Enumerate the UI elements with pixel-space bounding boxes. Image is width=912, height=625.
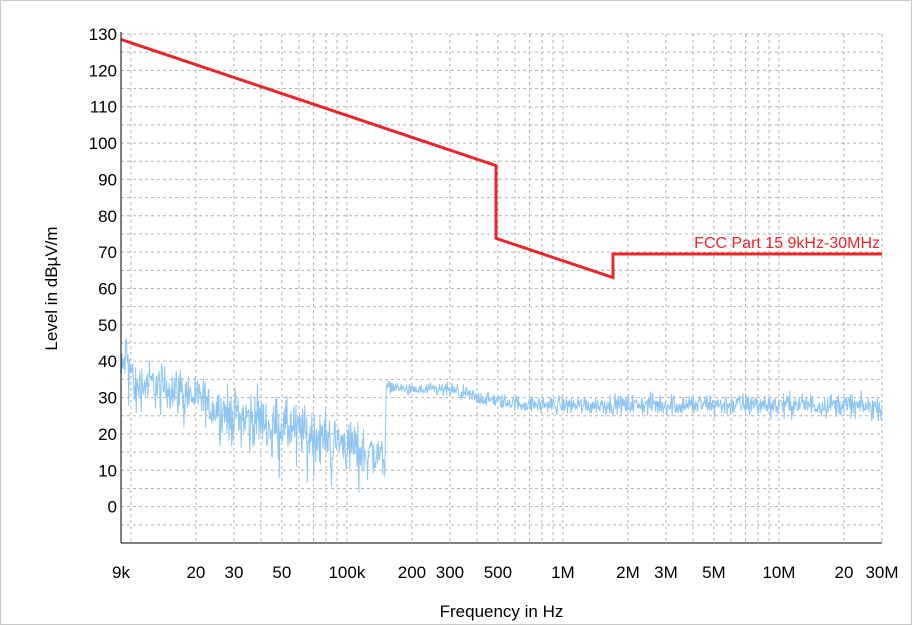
y-tick-label: 50 <box>98 316 117 335</box>
x-axis-title: Frequency in Hz <box>440 602 564 621</box>
x-tick-label: 3M <box>654 563 678 582</box>
y-tick-label: 20 <box>98 425 117 444</box>
x-tick-label: 2M <box>616 563 640 582</box>
measurement-trace <box>120 338 883 494</box>
x-tick-label: 200 <box>398 563 426 582</box>
y-tick-label: 60 <box>98 280 117 299</box>
y-tick-label: 70 <box>98 243 117 262</box>
y-tick-label: 40 <box>98 352 117 371</box>
x-tick-label: 100k <box>328 563 365 582</box>
x-tick-label: 20 <box>835 563 854 582</box>
measurement-series <box>120 338 883 494</box>
y-axis-title: Level in dBµV/m <box>42 226 61 350</box>
x-tick-label: 5M <box>702 563 726 582</box>
y-tick-label: 110 <box>90 98 117 117</box>
x-tick-label: 1M <box>551 563 575 582</box>
x-tick-label: 30 <box>224 563 243 582</box>
y-tick-label: 30 <box>98 389 117 408</box>
y-tick-label: 130 <box>89 25 117 44</box>
limit-line <box>120 38 882 280</box>
limit-series <box>120 38 882 280</box>
y-tick-label: 0 <box>108 498 117 517</box>
grid <box>120 33 883 543</box>
y-tick-label: 90 <box>98 170 117 189</box>
axes <box>120 32 882 544</box>
y-tick-label: 120 <box>89 61 117 80</box>
x-tick-label: 500 <box>484 563 512 582</box>
x-tick-label: 20 <box>186 563 205 582</box>
x-tick-label: 9k <box>112 563 130 582</box>
y-tick-label: 80 <box>98 207 117 226</box>
tick-labels: 0 10 20 30 40 50 60 70 80 90 100 110 120 130 9k 20 30 50 1… <box>89 25 899 582</box>
x-tick-label: 300 <box>436 563 464 582</box>
y-tick-label: 10 <box>98 461 117 480</box>
y-tick-label: 100 <box>89 134 117 153</box>
limit-series-label: FCC Part 15 9kHz-30MHz <box>694 235 880 252</box>
x-tick-label: 30M <box>865 563 898 582</box>
x-tick-label: 10M <box>762 563 795 582</box>
x-tick-label: 50 <box>272 563 291 582</box>
